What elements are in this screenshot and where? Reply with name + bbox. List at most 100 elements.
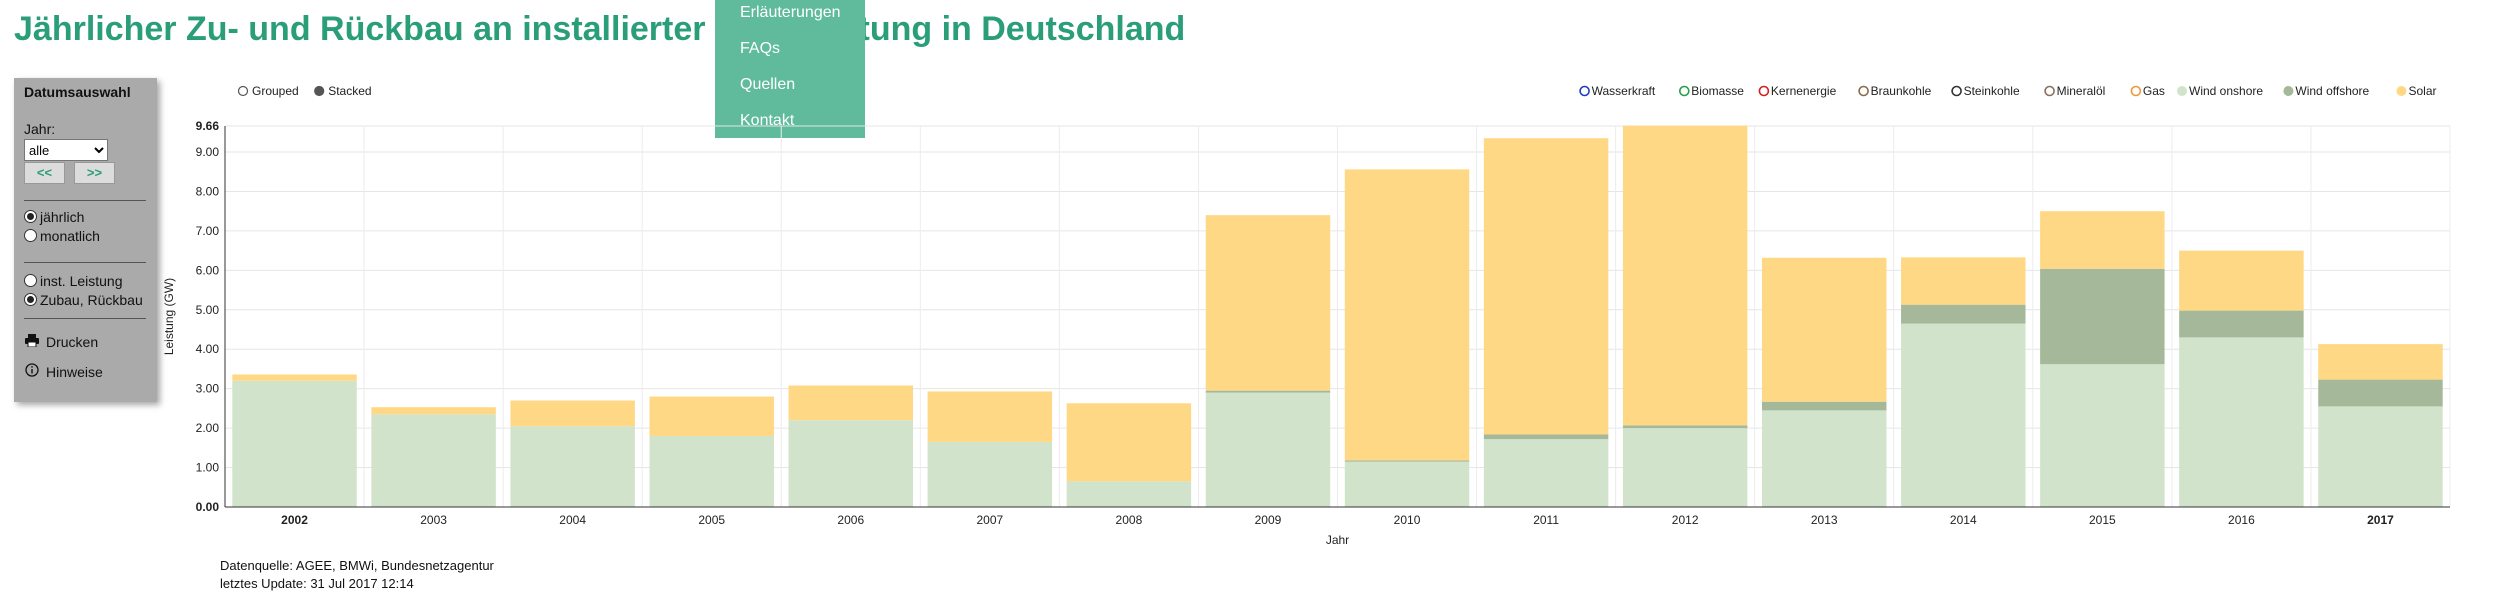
legend-item-wind-onshore[interactable]: Wind onshore — [2177, 84, 2263, 98]
menu-item-erlaeuterungen[interactable]: Erläuterungen — [740, 4, 841, 21]
legend-label: Steinkohle — [1964, 84, 2020, 98]
bar-wind-offshore-2014 — [1901, 304, 2026, 324]
bar-wind-offshore-2010 — [1344, 460, 1470, 462]
legend-item-solar[interactable]: Solar — [2396, 84, 2437, 98]
radio-indicator — [24, 293, 37, 306]
x-tick-label: 2003 — [420, 513, 447, 527]
legend-item-wasserkraft[interactable]: Wasserkraft — [1579, 84, 1656, 98]
notes-button[interactable]: Hinweise — [24, 363, 103, 380]
page-title: Jährlicher Zu- und Rückbau an installier… — [14, 10, 1186, 48]
legend-swatch — [1951, 85, 1962, 97]
legend-label: Gas — [2143, 84, 2165, 98]
info-icon — [24, 363, 40, 380]
menu-item-kontakt[interactable]: Kontakt — [740, 112, 795, 129]
layout-toggle-stacked[interactable]: Stacked — [314, 84, 372, 98]
legend-label: Solar — [2409, 84, 2437, 98]
legend-item-kernenergie[interactable]: Kernenergie — [1758, 84, 1837, 98]
bar-solar-2002 — [232, 374, 357, 381]
y-tick-label: 4.00 — [196, 342, 220, 356]
y-tick-label: 9.00 — [196, 145, 220, 159]
legend-swatch — [1758, 85, 1770, 97]
x-tick-label: 2015 — [2089, 513, 2116, 527]
legend-label: Wind offshore — [2295, 84, 2369, 98]
bar-wind-onshore-2009 — [1205, 392, 1331, 507]
bar-solar-2012 — [1622, 125, 1748, 426]
date-selection-panel: Datumsauswahl Jahr: alle << >> jährlich … — [14, 78, 157, 402]
legend-item-gas[interactable]: Gas — [2130, 84, 2165, 98]
bar-wind-offshore-2013 — [1761, 401, 1887, 411]
layout-toggle-grouped[interactable]: Grouped — [237, 84, 299, 98]
print-button[interactable]: Drucken — [24, 334, 98, 350]
interval-monthly-radio[interactable]: monatlich — [24, 228, 100, 244]
y-tick-label: 1.00 — [196, 461, 220, 475]
bar-solar-2007 — [927, 391, 1053, 442]
menu-item-faqs[interactable]: FAQs — [740, 40, 781, 57]
x-axis-title: Jahr — [1326, 533, 1349, 547]
toggle-label: Stacked — [328, 84, 371, 98]
bar-wind-onshore-2014 — [1901, 323, 2026, 507]
bar-wind-onshore-2013 — [1761, 410, 1887, 507]
toggle-indicator — [314, 85, 325, 97]
legend-item-wind-offshore[interactable]: Wind offshore — [2283, 84, 2370, 98]
y-tick-label: 8.00 — [196, 184, 220, 198]
bar-wind-onshore-2003 — [371, 414, 496, 507]
bar-wind-offshore-2009 — [1205, 390, 1331, 393]
legend-label: Kernenergie — [1771, 84, 1837, 98]
interval-yearly-radio[interactable]: jährlich — [24, 209, 84, 225]
bar-wind-offshore-2012 — [1622, 425, 1748, 429]
bar-wind-onshore-2017 — [2318, 406, 2443, 507]
mode-change-label: Zubau, Rückbau — [40, 292, 143, 308]
legend-item-mineralöl[interactable]: Mineralöl — [2044, 84, 2105, 98]
y-tick-label: 2.00 — [196, 421, 220, 435]
bar-wind-onshore-2007 — [927, 441, 1053, 507]
panel-title: Datumsauswahl — [24, 84, 131, 100]
bar-wind-onshore-2002 — [232, 380, 357, 507]
bar-wind-offshore-2016 — [2179, 310, 2304, 338]
x-tick-label: 2010 — [1394, 513, 1421, 527]
bar-solar-2014 — [1901, 257, 2026, 305]
legend-item-braunkohle[interactable]: Braunkohle — [1858, 84, 1932, 98]
bar-solar-2015 — [2040, 211, 2165, 269]
year-select[interactable]: alle — [24, 139, 108, 161]
bar-wind-onshore-2011 — [1483, 439, 1609, 507]
legend-item-biomasse[interactable]: Biomasse — [1679, 84, 1745, 98]
bar-wind-onshore-2006 — [788, 420, 914, 507]
bar-solar-2005 — [649, 396, 774, 437]
bar-solar-2008 — [1066, 403, 1192, 482]
radio-indicator — [24, 210, 37, 223]
dropdown-menu: Erläuterungen FAQs Quellen Kontakt — [715, 0, 865, 138]
legend-swatch — [2283, 86, 2294, 96]
x-tick-label: 2005 — [698, 513, 725, 527]
bar-wind-offshore-2011 — [1483, 434, 1609, 440]
next-year-button[interactable]: >> — [74, 162, 115, 184]
legend-label: Wind onshore — [2189, 84, 2263, 98]
legend-swatch — [2177, 86, 2187, 96]
x-tick-label: 2007 — [976, 513, 1003, 527]
menu-item-quellen[interactable]: Quellen — [740, 76, 796, 93]
x-tick-label: 2014 — [1950, 513, 1977, 527]
last-update-note: letztes Update: 31 Jul 2017 12:14 — [220, 576, 414, 591]
bar-solar-2003 — [371, 407, 496, 415]
bar-wind-onshore-2010 — [1344, 461, 1470, 507]
interval-monthly-label: monatlich — [40, 228, 100, 244]
toggle-indicator — [237, 85, 249, 97]
mode-change-radio[interactable]: Zubau, Rückbau — [24, 292, 143, 308]
bar-wind-onshore-2005 — [649, 436, 774, 507]
legend-item-steinkohle[interactable]: Steinkohle — [1951, 84, 2020, 98]
y-tick-label: 6.00 — [196, 263, 220, 277]
bar-solar-2004 — [510, 400, 635, 427]
legend-label: Biomasse — [1691, 84, 1744, 98]
previous-year-button[interactable]: << — [24, 162, 65, 184]
x-tick-label: 2017 — [2367, 513, 2394, 527]
interval-yearly-label: jährlich — [40, 209, 85, 225]
x-tick-label: 2004 — [559, 513, 586, 527]
bar-wind-offshore-2017 — [2318, 379, 2443, 407]
y-tick-label: 3.00 — [196, 382, 220, 396]
x-tick-label: 2011 — [1533, 513, 1559, 527]
mode-installed-radio[interactable]: inst. Leistung — [24, 273, 123, 289]
x-tick-label: 2009 — [1255, 513, 1282, 527]
legend-swatch — [1679, 85, 1690, 97]
bar-wind-onshore-2004 — [510, 426, 635, 507]
toggle-label: Grouped — [252, 84, 299, 98]
legend-swatch — [2130, 85, 2142, 97]
